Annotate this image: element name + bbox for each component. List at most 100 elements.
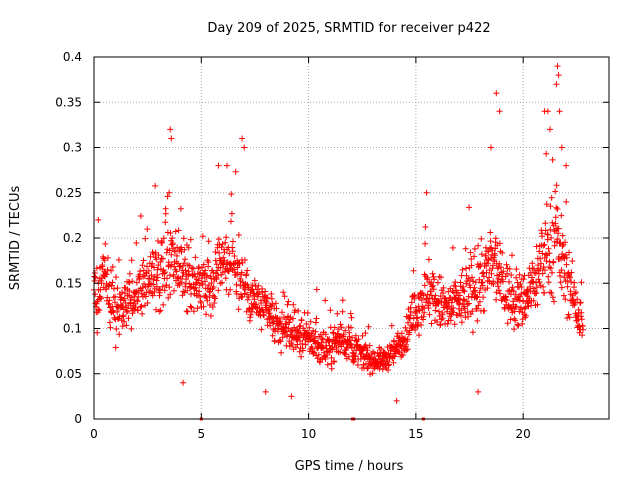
data-point bbox=[476, 289, 483, 296]
data-point bbox=[274, 315, 281, 321]
data-point bbox=[520, 276, 527, 283]
data-point bbox=[541, 289, 548, 296]
data-point bbox=[543, 258, 550, 265]
data-point bbox=[157, 307, 164, 314]
data-point bbox=[496, 108, 503, 115]
data-point bbox=[514, 321, 521, 328]
data-point bbox=[226, 268, 232, 275]
data-point bbox=[481, 307, 488, 314]
data-point bbox=[182, 256, 188, 263]
data-point bbox=[562, 296, 569, 303]
data-point bbox=[199, 264, 206, 271]
data-point bbox=[244, 267, 251, 274]
data-point bbox=[184, 287, 191, 294]
data-point bbox=[571, 290, 578, 297]
data-point bbox=[471, 284, 478, 291]
data-point bbox=[492, 235, 499, 242]
data-point bbox=[403, 341, 409, 348]
data-point bbox=[360, 361, 367, 368]
data-point bbox=[290, 315, 296, 322]
data-point bbox=[133, 279, 140, 286]
data-point bbox=[508, 272, 515, 278]
data-point bbox=[429, 270, 436, 277]
data-point bbox=[423, 189, 430, 196]
data-point bbox=[352, 353, 359, 360]
data-point bbox=[137, 213, 144, 219]
data-point bbox=[352, 332, 359, 339]
data-point bbox=[421, 282, 428, 289]
data-point bbox=[459, 300, 466, 307]
data-point bbox=[167, 126, 174, 133]
data-point bbox=[239, 135, 246, 142]
data-point bbox=[140, 257, 147, 264]
data-point bbox=[153, 256, 160, 263]
data-point bbox=[307, 336, 314, 343]
data-point bbox=[469, 308, 476, 315]
data-point bbox=[156, 308, 163, 315]
data-point bbox=[304, 310, 311, 316]
data-point bbox=[245, 294, 252, 300]
data-point bbox=[511, 326, 517, 333]
data-point bbox=[313, 315, 320, 322]
data-point bbox=[296, 348, 303, 355]
data-point bbox=[577, 300, 584, 306]
data-point bbox=[280, 289, 287, 296]
data-point bbox=[149, 260, 156, 267]
data-point bbox=[432, 292, 439, 299]
data-point bbox=[547, 126, 553, 133]
data-point bbox=[266, 310, 273, 317]
data-point bbox=[555, 72, 562, 79]
data-point bbox=[284, 301, 291, 308]
data-point bbox=[366, 342, 373, 349]
data-point bbox=[160, 235, 167, 242]
data-point bbox=[412, 310, 419, 317]
data-point bbox=[135, 307, 141, 314]
data-point bbox=[339, 308, 346, 315]
data-point bbox=[190, 308, 197, 315]
data-point bbox=[434, 319, 440, 325]
data-point bbox=[121, 295, 128, 302]
data-point bbox=[554, 206, 561, 212]
data-point bbox=[277, 338, 284, 345]
data-point bbox=[513, 266, 520, 273]
data-point bbox=[298, 317, 305, 324]
data-point bbox=[324, 361, 331, 368]
data-point bbox=[547, 203, 554, 210]
data-point bbox=[535, 276, 542, 283]
data-point bbox=[138, 303, 145, 310]
data-point bbox=[268, 295, 275, 302]
data-point bbox=[504, 270, 511, 277]
data-point bbox=[339, 297, 346, 304]
data-point bbox=[192, 254, 199, 261]
data-point bbox=[253, 301, 260, 308]
data-point bbox=[263, 300, 270, 306]
data-point bbox=[460, 296, 467, 303]
data-point bbox=[233, 281, 240, 288]
data-point bbox=[161, 287, 168, 294]
data-point bbox=[494, 265, 501, 272]
data-point bbox=[530, 278, 537, 285]
data-point bbox=[437, 293, 444, 300]
data-point bbox=[115, 256, 122, 263]
data-point bbox=[241, 144, 248, 151]
data-point bbox=[308, 330, 315, 337]
data-point bbox=[193, 280, 199, 287]
data-point bbox=[273, 305, 280, 312]
data-point bbox=[507, 316, 514, 323]
data-point bbox=[210, 284, 217, 290]
data-point bbox=[542, 251, 549, 258]
data-point bbox=[500, 268, 507, 275]
data-point bbox=[104, 266, 111, 273]
data-point bbox=[139, 310, 146, 317]
data-point bbox=[213, 276, 220, 283]
data-point bbox=[204, 272, 210, 279]
data-point bbox=[239, 293, 246, 300]
data-point bbox=[539, 270, 546, 277]
data-point bbox=[322, 331, 329, 338]
data-point bbox=[287, 314, 294, 321]
data-point bbox=[549, 219, 556, 226]
data-point bbox=[112, 293, 119, 300]
data-point bbox=[533, 290, 540, 296]
data-point bbox=[167, 230, 174, 236]
data-point bbox=[168, 135, 175, 142]
